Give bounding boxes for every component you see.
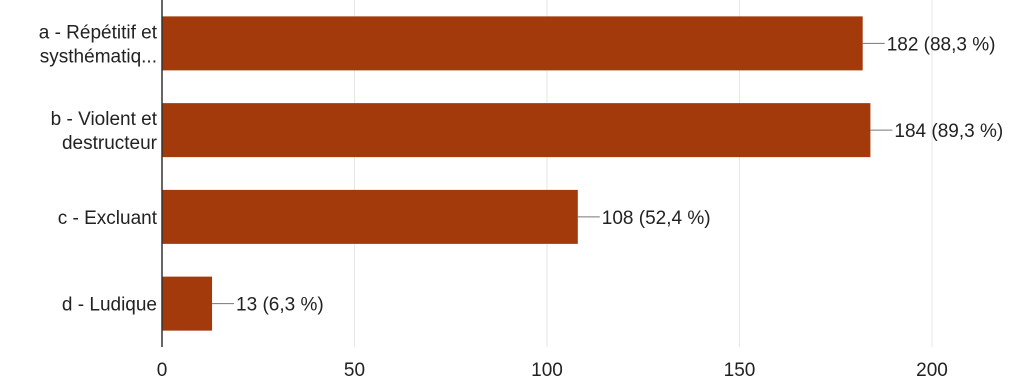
- category-label-0-0: a - Répétitif et: [39, 22, 158, 43]
- bar-0: [162, 16, 863, 71]
- data-label-3: 13 (6,3 %): [236, 295, 324, 316]
- bar-2: [162, 189, 578, 244]
- category-label-1-1: destructeur: [62, 133, 158, 154]
- category-label-3-0: d - Ludique: [62, 295, 157, 316]
- category-label-2-0: c - Excluant: [58, 208, 158, 229]
- category-label-0-1: systhématiq...: [40, 46, 157, 67]
- data-label-1: 184 (89,3 %): [894, 121, 1003, 142]
- x-tick-label-150: 150: [724, 360, 756, 381]
- data-label-0: 182 (88,3 %): [887, 34, 996, 55]
- bar-1: [162, 103, 871, 158]
- bars: [162, 16, 871, 331]
- tick-labels: 0 50 100 150 200: [157, 360, 948, 381]
- category-label-1-0: b - Violent et: [51, 109, 158, 130]
- x-tick-label-100: 100: [531, 360, 563, 381]
- x-tick-label-50: 50: [344, 360, 365, 381]
- x-tick-label-0: 0: [157, 360, 168, 381]
- data-labels: 182 (88,3 %) 184 (89,3 %) 108 (52,4 %) 13 (…: [212, 34, 1003, 316]
- category-labels: a - Répétitif et systhématiq... b - Violen…: [39, 22, 158, 315]
- data-label-2: 108 (52,4 %): [602, 208, 711, 229]
- x-tick-label-200: 200: [916, 360, 948, 381]
- bar-3: [162, 276, 213, 331]
